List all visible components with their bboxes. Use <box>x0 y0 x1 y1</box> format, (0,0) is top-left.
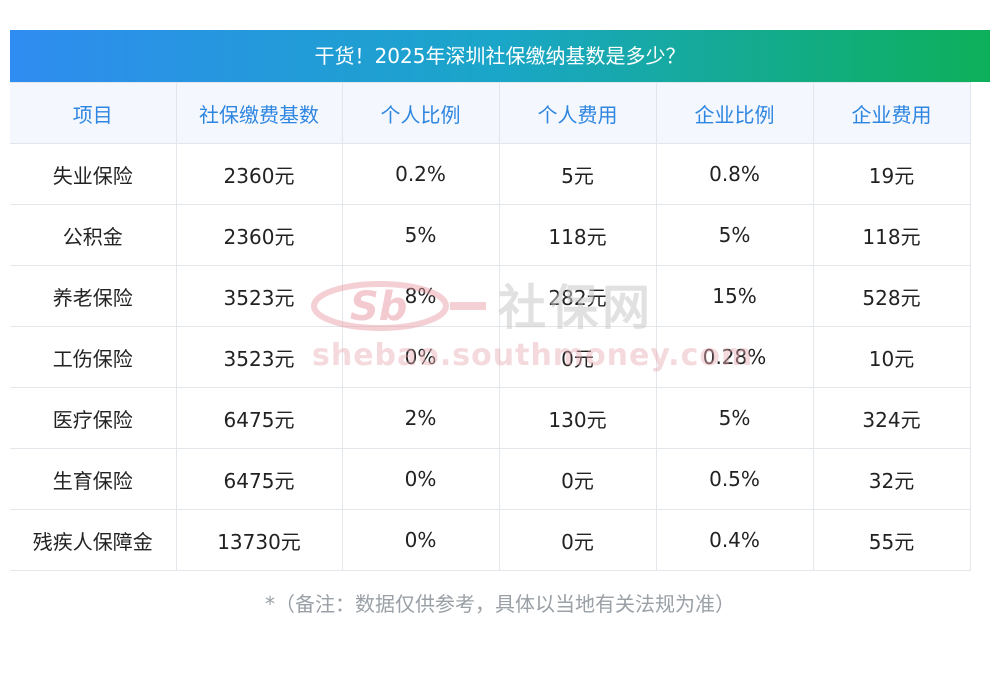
cell-item: 失业保险 <box>10 143 177 205</box>
cell-item: 工伤保险 <box>10 326 177 388</box>
cell-company-cost: 528元 <box>812 265 971 327</box>
cell-personal-rate: 5% <box>341 204 500 266</box>
cell-company-cost: 32元 <box>812 448 971 510</box>
cell-personal-rate: 0% <box>341 509 500 571</box>
table-row: 失业保险 2360元 0.2% 5元 0.8% 19元 <box>10 143 971 205</box>
cell-personal-cost: 118元 <box>498 204 657 266</box>
cell-item: 生育保险 <box>10 448 177 510</box>
cell-item: 公积金 <box>10 204 177 266</box>
cell-company-rate: 0.28% <box>655 326 814 388</box>
table-row: 工伤保险 3523元 0% 0元 0.28% 10元 <box>10 326 971 388</box>
cell-personal-cost: 0元 <box>498 509 657 571</box>
cell-personal-rate: 0.2% <box>341 143 500 205</box>
cell-company-cost: 324元 <box>812 387 971 449</box>
cell-company-rate: 5% <box>655 204 814 266</box>
header-company-rate: 企业比例 <box>655 82 814 144</box>
cell-company-rate: 0.8% <box>655 143 814 205</box>
cell-company-cost: 118元 <box>812 204 971 266</box>
cell-base: 2360元 <box>175 204 343 266</box>
cell-base: 3523元 <box>175 265 343 327</box>
cell-base: 6475元 <box>175 448 343 510</box>
table-row: 养老保险 3523元 8% 282元 15% 528元 <box>10 265 971 327</box>
header-base: 社保缴费基数 <box>175 82 343 144</box>
cell-company-rate: 5% <box>655 387 814 449</box>
cell-item: 医疗保险 <box>10 387 177 449</box>
cell-base: 13730元 <box>175 509 343 571</box>
cell-personal-rate: 0% <box>341 326 500 388</box>
cell-personal-cost: 0元 <box>498 326 657 388</box>
cell-item: 残疾人保障金 <box>10 509 177 571</box>
page-title: 干货！2025年深圳社保缴纳基数是多少？ <box>10 30 990 82</box>
cell-item: 养老保险 <box>10 265 177 327</box>
cell-base: 2360元 <box>175 143 343 205</box>
table-row: 残疾人保障金 13730元 0% 0元 0.4% 55元 <box>10 509 971 571</box>
cell-personal-cost: 0元 <box>498 448 657 510</box>
cell-personal-rate: 2% <box>341 387 500 449</box>
social-insurance-table: 项目 社保缴费基数 个人比例 个人费用 企业比例 企业费用 失业保险 2360元… <box>10 82 971 571</box>
cell-personal-cost: 5元 <box>498 143 657 205</box>
footnote: *（备注：数据仅供参考，具体以当地有关法规为准） <box>265 592 735 616</box>
cell-company-cost: 19元 <box>812 143 971 205</box>
cell-base: 3523元 <box>175 326 343 388</box>
cell-company-rate: 0.4% <box>655 509 814 571</box>
cell-personal-rate: 8% <box>341 265 500 327</box>
cell-company-cost: 55元 <box>812 509 971 571</box>
header-personal-cost: 个人费用 <box>498 82 657 144</box>
table-header-row: 项目 社保缴费基数 个人比例 个人费用 企业比例 企业费用 <box>10 82 971 144</box>
header-company-cost: 企业费用 <box>812 82 971 144</box>
cell-base: 6475元 <box>175 387 343 449</box>
header-personal-rate: 个人比例 <box>341 82 500 144</box>
cell-company-cost: 10元 <box>812 326 971 388</box>
cell-personal-cost: 282元 <box>498 265 657 327</box>
cell-company-rate: 0.5% <box>655 448 814 510</box>
header-item: 项目 <box>10 82 177 144</box>
table-row: 医疗保险 6475元 2% 130元 5% 324元 <box>10 387 971 449</box>
cell-personal-rate: 0% <box>341 448 500 510</box>
table-row: 生育保险 6475元 0% 0元 0.5% 32元 <box>10 448 971 510</box>
cell-company-rate: 15% <box>655 265 814 327</box>
cell-personal-cost: 130元 <box>498 387 657 449</box>
table-row: 公积金 2360元 5% 118元 5% 118元 <box>10 204 971 266</box>
